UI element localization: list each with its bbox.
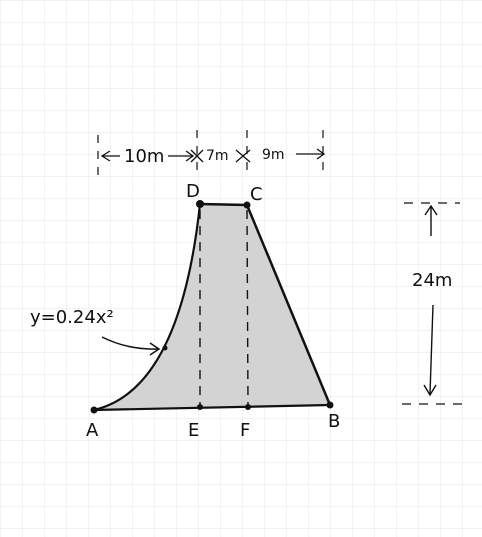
tick-cross-d [190,149,204,163]
segment-ab [93,403,331,412]
point-label-f: F [240,420,250,441]
segment-cb [245,204,332,406]
point-label-c: C [250,184,263,205]
point-label-a: A [86,420,99,441]
label-dim-cb: 9m [262,147,285,163]
label-dim-ad: 10m [124,146,164,167]
shaded-region [94,204,330,410]
dimension-arrow-cb [296,148,326,160]
label-dim-dc: 7m [206,148,229,164]
vertex-dot-c [243,201,251,209]
point-label-b: B [328,411,340,432]
point-label-e: E [188,420,199,441]
dimension-arrow-ad [100,150,195,162]
equation-label: y=0.24x² [30,307,114,328]
point-label-d: D [186,181,200,202]
height-arrow-up [424,204,438,236]
segment-dc [199,202,248,207]
height-arrow-down [423,304,437,397]
curve-mark-dot [162,345,168,351]
equation-pointer-arrow [101,336,161,356]
vertex-dot-e [197,404,203,410]
vertex-dot-f [245,404,251,410]
vertex-dot-d [196,200,204,208]
tick-cross-c [235,149,251,163]
vertex-dot-b [326,401,334,409]
label-height: 24m [412,270,452,291]
vertex-dot-a [90,406,98,414]
dashed-line-cf [246,209,249,407]
